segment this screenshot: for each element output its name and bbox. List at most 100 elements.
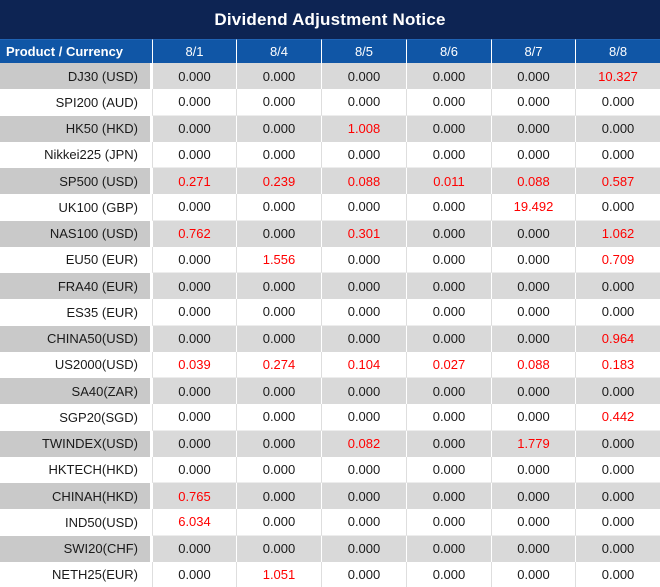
value-cell: 0.000: [321, 299, 406, 326]
table-row: SP500 (USD) 0.271 0.239 0.088 0.011 0.088 0.58…: [0, 168, 660, 195]
table-row: HK50 (HKD) 0.000 0.000 1.008 0.000 0.000 0.000: [0, 115, 660, 142]
value-cell: 0.000: [152, 299, 236, 326]
value-cell: 0.000: [236, 89, 321, 116]
value-cell: 0.000: [406, 404, 491, 431]
value-cell: 0.000: [491, 89, 575, 116]
value-cell: 0.000: [575, 273, 660, 300]
value-cell: 0.088: [491, 168, 575, 195]
value-cell: 0.000: [236, 115, 321, 142]
table-row: TWINDEX(USD) 0.000 0.000 0.082 0.000 1.779 0.0…: [0, 430, 660, 457]
table-row: SA40(ZAR) 0.000 0.000 0.000 0.000 0.000 0.000: [0, 378, 660, 405]
value-cell: 0.000: [406, 63, 491, 90]
value-cell: 0.765: [152, 483, 236, 510]
column-header-date-1: 8/1: [152, 39, 236, 63]
value-cell: 0.000: [236, 273, 321, 300]
value-cell: 0.000: [575, 194, 660, 221]
product-cell: CHINAH(HKD): [0, 483, 152, 510]
value-cell: 0.000: [321, 509, 406, 536]
page-title: Dividend Adjustment Notice: [0, 0, 660, 39]
value-cell: 0.000: [152, 404, 236, 431]
table-row: DJ30 (USD) 0.000 0.000 0.000 0.000 0.000 10.32…: [0, 63, 660, 90]
column-header-date-5: 8/7: [491, 39, 575, 63]
value-cell: 0.000: [236, 456, 321, 483]
product-cell: SGP20(SGD): [0, 404, 152, 431]
value-cell: 0.000: [152, 456, 236, 483]
value-cell: 0.000: [491, 220, 575, 247]
value-cell: 0.000: [152, 325, 236, 352]
table-row: SWI20(CHF) 0.000 0.000 0.000 0.000 0.000 0.000: [0, 535, 660, 562]
value-cell: 0.000: [236, 404, 321, 431]
value-cell: 0.000: [406, 483, 491, 510]
value-cell: 0.000: [321, 194, 406, 221]
value-cell: 0.000: [321, 561, 406, 587]
value-cell: 0.000: [406, 430, 491, 457]
value-cell: 0.442: [575, 404, 660, 431]
product-cell: DJ30 (USD): [0, 63, 152, 90]
value-cell: 0.000: [491, 535, 575, 562]
product-cell: SA40(ZAR): [0, 378, 152, 405]
value-cell: 1.062: [575, 220, 660, 247]
value-cell: 0.000: [406, 535, 491, 562]
value-cell: 0.000: [236, 63, 321, 90]
value-cell: 0.000: [321, 378, 406, 405]
value-cell: 0.271: [152, 168, 236, 195]
value-cell: 0.000: [575, 509, 660, 536]
product-cell: ES35 (EUR): [0, 299, 152, 326]
value-cell: 0.000: [575, 456, 660, 483]
table-row: HKTECH(HKD) 0.000 0.000 0.000 0.000 0.000 0.00…: [0, 456, 660, 483]
product-cell: NETH25(EUR): [0, 561, 152, 587]
value-cell: 0.000: [321, 483, 406, 510]
table-row: US2000(USD) 0.039 0.274 0.104 0.027 0.088 0.18…: [0, 351, 660, 378]
value-cell: 0.000: [575, 561, 660, 587]
value-cell: 0.000: [321, 273, 406, 300]
title-bar: Dividend Adjustment Notice: [0, 0, 660, 39]
value-cell: 0.000: [321, 404, 406, 431]
product-cell: NAS100 (USD): [0, 220, 152, 247]
product-cell: HKTECH(HKD): [0, 456, 152, 483]
value-cell: 0.082: [321, 430, 406, 457]
value-cell: 0.000: [406, 456, 491, 483]
value-cell: 0.000: [236, 535, 321, 562]
value-cell: 0.000: [152, 141, 236, 168]
value-cell: 0.000: [491, 325, 575, 352]
value-cell: 0.000: [321, 63, 406, 90]
value-cell: 0.000: [152, 63, 236, 90]
table-row: NETH25(EUR) 0.000 1.051 0.000 0.000 0.000 0.00…: [0, 561, 660, 587]
column-header-date-3: 8/5: [321, 39, 406, 63]
value-cell: 0.000: [152, 430, 236, 457]
value-cell: 0.000: [575, 141, 660, 168]
value-cell: 0.000: [236, 483, 321, 510]
value-cell: 0.000: [491, 246, 575, 273]
table-row: Nikkei225 (JPN) 0.000 0.000 0.000 0.000 0.000…: [0, 141, 660, 168]
product-cell: SWI20(CHF): [0, 535, 152, 562]
value-cell: 0.000: [491, 561, 575, 587]
value-cell: 0.011: [406, 168, 491, 195]
value-cell: 0.000: [236, 509, 321, 536]
table-row: FRA40 (EUR) 0.000 0.000 0.000 0.000 0.000 0.00…: [0, 273, 660, 300]
value-cell: 0.000: [406, 141, 491, 168]
value-cell: 0.088: [491, 351, 575, 378]
value-cell: 0.000: [152, 246, 236, 273]
value-cell: 1.008: [321, 115, 406, 142]
value-cell: 0.000: [406, 325, 491, 352]
value-cell: 0.039: [152, 351, 236, 378]
value-cell: 0.000: [491, 378, 575, 405]
value-cell: 0.000: [491, 483, 575, 510]
value-cell: 1.556: [236, 246, 321, 273]
value-cell: 0.000: [321, 456, 406, 483]
column-header-date-6: 8/8: [575, 39, 660, 63]
value-cell: 0.000: [491, 115, 575, 142]
value-cell: 0.000: [406, 378, 491, 405]
value-cell: 0.000: [575, 115, 660, 142]
product-cell: TWINDEX(USD): [0, 430, 152, 457]
value-cell: 0.274: [236, 351, 321, 378]
value-cell: 0.000: [575, 430, 660, 457]
value-cell: 0.000: [236, 430, 321, 457]
value-cell: 0.709: [575, 246, 660, 273]
value-cell: 0.587: [575, 168, 660, 195]
value-cell: 0.000: [491, 404, 575, 431]
value-cell: 0.000: [321, 325, 406, 352]
value-cell: 0.000: [236, 299, 321, 326]
